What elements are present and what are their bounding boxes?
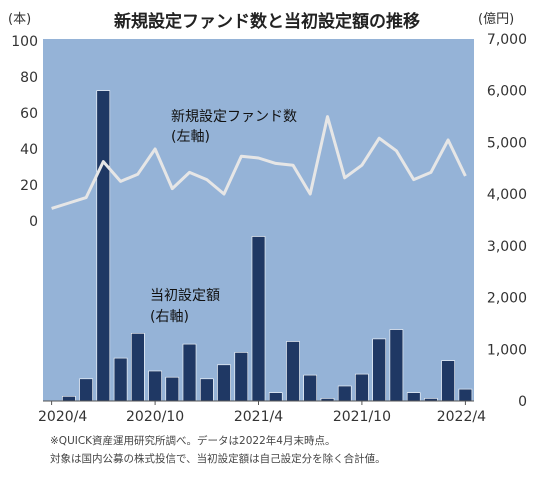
- bar-2020/7: [96, 90, 111, 402]
- left-tick-label: 20: [20, 178, 38, 194]
- chart-title: 新規設定ファンド数と当初設定額の推移: [114, 11, 420, 32]
- left-tick-label: 60: [20, 106, 38, 122]
- right-tick-label: 0: [518, 394, 527, 410]
- right-tick-label: 4,000: [487, 187, 527, 203]
- bar-2020/6: [79, 378, 93, 402]
- right-tick-label: 2,000: [487, 291, 527, 307]
- line-series-axis-label: (左軸): [171, 129, 210, 145]
- x-tick-label: 2020/10: [126, 409, 184, 425]
- x-tick-label: 2021/4: [234, 409, 283, 425]
- left-tick-label: 80: [20, 70, 38, 86]
- x-tick-label: 2021/10: [333, 409, 391, 425]
- bar-2020/11: [165, 376, 180, 402]
- bar-2021/12: [389, 329, 404, 402]
- fund-count-line: [51, 115, 467, 210]
- bar-2021/10: [355, 373, 369, 402]
- source-note: ※QUICK資産運用研究所調べ。データは2022年4月末時点。: [50, 434, 335, 447]
- bar-2020/5: [62, 395, 76, 402]
- bar-2021/2: [217, 364, 231, 402]
- scope-note: 対象は国内公募の株式投信で、当初設定額は自己設定分を除く合計値。: [50, 452, 386, 465]
- bar-2022/1: [406, 392, 421, 402]
- left-tick-label: 0: [29, 214, 38, 230]
- line-series-label: 新規設定ファンド数: [171, 109, 297, 125]
- bar-2021/1: [200, 378, 214, 402]
- bar-series-axis-label: (右軸): [150, 309, 189, 325]
- bar-2020/10: [148, 370, 162, 402]
- left-tick-label: 40: [20, 142, 38, 158]
- bar-2020/9: [131, 332, 145, 402]
- bar-2021/7: [303, 374, 318, 402]
- bar-series-label: 当初設定額: [150, 287, 220, 304]
- right-tick-label: 6,000: [487, 84, 527, 100]
- right-tick-label: 1,000: [487, 342, 527, 358]
- bar-2021/3: [234, 352, 249, 402]
- bar-2021/11: [372, 338, 387, 402]
- bar-2022/4: [458, 388, 473, 402]
- right-axis-unit: (億円): [478, 11, 514, 27]
- right-tick-label: 7,000: [487, 32, 527, 48]
- x-tick-label: 2022/4: [437, 409, 486, 425]
- right-tick-label: 5,000: [487, 135, 527, 151]
- left-axis-unit: (本): [8, 12, 31, 27]
- bar-2020/12: [182, 343, 197, 402]
- bar-2021/6: [286, 341, 300, 402]
- bar-2022/3: [441, 360, 455, 402]
- bar-2021/5: [268, 392, 283, 402]
- x-tick-label: 2020/4: [38, 409, 87, 425]
- bar-2021/4: [251, 236, 266, 402]
- bar-2020/8: [113, 357, 128, 402]
- left-tick-label: 100: [11, 34, 38, 50]
- bar-2021/9: [337, 385, 352, 402]
- right-tick-label: 3,000: [487, 239, 527, 255]
